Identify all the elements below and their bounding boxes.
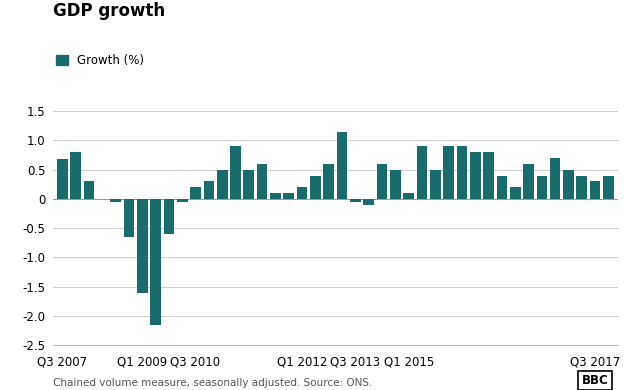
Bar — [430, 170, 441, 199]
Bar — [443, 146, 454, 199]
Bar — [110, 199, 121, 202]
Bar — [190, 187, 201, 199]
Bar — [377, 164, 388, 199]
Bar — [390, 170, 401, 199]
Bar — [177, 199, 188, 202]
Bar — [523, 164, 534, 199]
Bar — [457, 146, 467, 199]
Bar — [57, 159, 67, 199]
Bar — [483, 152, 494, 199]
Text: Chained volume measure, seasonally adjusted. Source: ONS.: Chained volume measure, seasonally adjus… — [53, 378, 373, 388]
Bar — [283, 193, 294, 199]
Bar — [350, 199, 361, 202]
Bar — [590, 181, 600, 199]
Bar — [137, 199, 148, 292]
Bar — [217, 170, 228, 199]
Bar — [257, 164, 268, 199]
Bar — [84, 181, 94, 199]
Bar — [203, 181, 214, 199]
Bar — [577, 176, 587, 199]
Bar — [537, 176, 547, 199]
Bar — [243, 170, 254, 199]
Bar — [150, 199, 161, 324]
Bar — [124, 199, 134, 237]
Legend: Growth (%): Growth (%) — [56, 54, 144, 67]
Bar — [230, 146, 241, 199]
Bar — [163, 199, 174, 234]
Bar — [510, 187, 520, 199]
Bar — [71, 152, 81, 199]
Text: GDP growth: GDP growth — [53, 2, 165, 20]
Bar — [417, 146, 427, 199]
Bar — [310, 176, 321, 199]
Bar — [470, 152, 480, 199]
Bar — [497, 176, 507, 199]
Bar — [363, 199, 374, 205]
Bar — [550, 158, 560, 199]
Bar — [270, 193, 281, 199]
Bar — [337, 132, 348, 199]
Text: BBC: BBC — [582, 374, 608, 387]
Bar — [297, 187, 308, 199]
Bar — [323, 164, 334, 199]
Bar — [563, 170, 574, 199]
Bar — [403, 193, 414, 199]
Bar — [603, 176, 614, 199]
